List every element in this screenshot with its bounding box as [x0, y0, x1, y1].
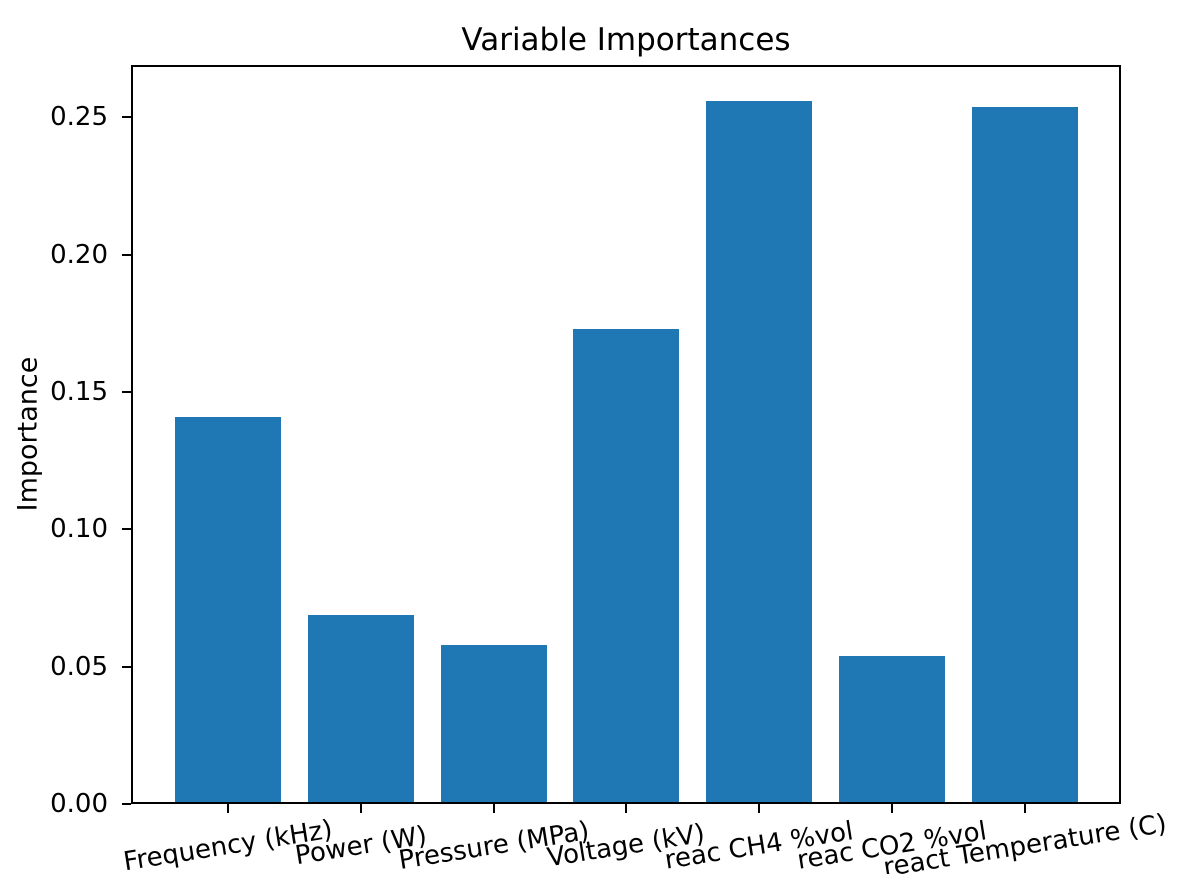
x-tick-mark — [359, 804, 362, 813]
x-tick-mark — [758, 804, 761, 813]
y-tick-mark — [122, 116, 131, 119]
bar-voltage-kv — [573, 329, 680, 802]
bar-frequency-khz — [175, 417, 281, 802]
y-tick-label: 0.05 — [50, 651, 108, 682]
y-tick-label: 0.25 — [50, 102, 108, 133]
y-tick-label: 0.20 — [50, 239, 108, 270]
y-tick-label: 0.15 — [50, 376, 108, 407]
y-tick-label: 0.00 — [50, 789, 108, 819]
bar-power-w — [307, 615, 414, 802]
bar-reac-co2-vol — [839, 656, 945, 802]
bar-pressure-mpa — [440, 645, 547, 802]
x-tick-mark — [891, 804, 893, 813]
x-tick-mark — [625, 804, 628, 813]
bar-reac-ch4-vol — [706, 101, 813, 802]
y-tick-label: 0.10 — [50, 514, 108, 545]
plot-area — [131, 65, 1121, 804]
y-tick-mark — [122, 528, 131, 531]
x-tick-mark — [1023, 804, 1026, 813]
y-tick-mark — [122, 803, 131, 805]
y-tick-mark — [122, 253, 131, 256]
bar-react-temperature-c — [971, 106, 1078, 802]
y-tick-mark — [122, 665, 131, 668]
chart-title: Variable Importances — [461, 22, 791, 58]
y-tick-mark — [122, 390, 131, 393]
x-tick-mark — [227, 804, 229, 813]
x-tick-mark — [492, 804, 495, 813]
